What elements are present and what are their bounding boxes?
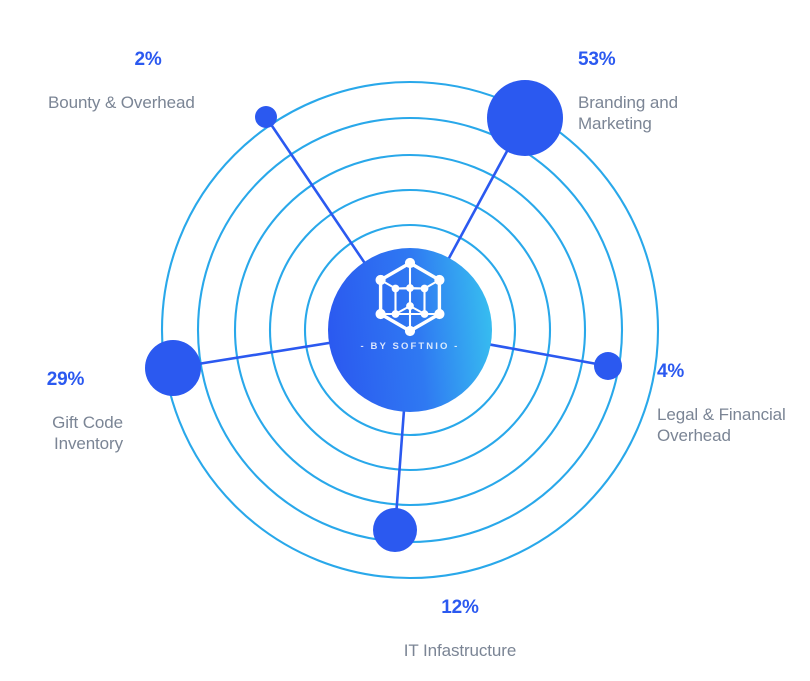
node-branding[interactable] xyxy=(487,80,563,156)
node-gift[interactable] xyxy=(145,340,201,396)
callout-gift-code-percent: 29% xyxy=(46,368,85,390)
callout-gift-code[interactable]: 29% Gift Code Inventory xyxy=(8,348,123,474)
callout-it-infrastructure[interactable]: 12% IT Infastructure xyxy=(330,576,590,681)
ring-2 xyxy=(268,188,552,472)
callout-bounty[interactable]: 2% Bounty & Overhead xyxy=(48,28,248,133)
node-bounty[interactable] xyxy=(255,106,277,128)
infographic-canvas: - BY SOFTNIO - 2% Bounty & Overhead 53% … xyxy=(8,28,809,661)
callout-it-infrastructure-label: IT Infastructure xyxy=(403,641,517,661)
ring-5 xyxy=(160,80,660,580)
callout-branding-percent: 53% xyxy=(578,48,616,70)
hexagon-network-icon xyxy=(375,257,445,337)
radial-budget-diagram xyxy=(145,80,660,580)
callout-bounty-percent: 2% xyxy=(134,48,162,70)
callout-bounty-label: Bounty & Overhead xyxy=(48,93,195,113)
callout-branding[interactable]: 53% Branding and Marketing xyxy=(578,28,798,154)
callout-branding-label: Branding and Marketing xyxy=(578,93,678,133)
callout-legal-financial-label: Legal & Financial Overhead xyxy=(657,405,786,445)
ring-3 xyxy=(233,153,587,507)
node-legal[interactable] xyxy=(594,352,622,380)
callout-legal-financial[interactable]: 4% Legal & Financial Overhead xyxy=(657,340,809,466)
data-nodes xyxy=(145,80,622,552)
callout-it-infrastructure-percent: 12% xyxy=(441,596,479,618)
callout-legal-financial-percent: 4% xyxy=(657,360,685,382)
callout-gift-code-label: Gift Code Inventory xyxy=(52,413,123,453)
ring-1 xyxy=(303,223,517,437)
node-it[interactable] xyxy=(373,508,417,552)
